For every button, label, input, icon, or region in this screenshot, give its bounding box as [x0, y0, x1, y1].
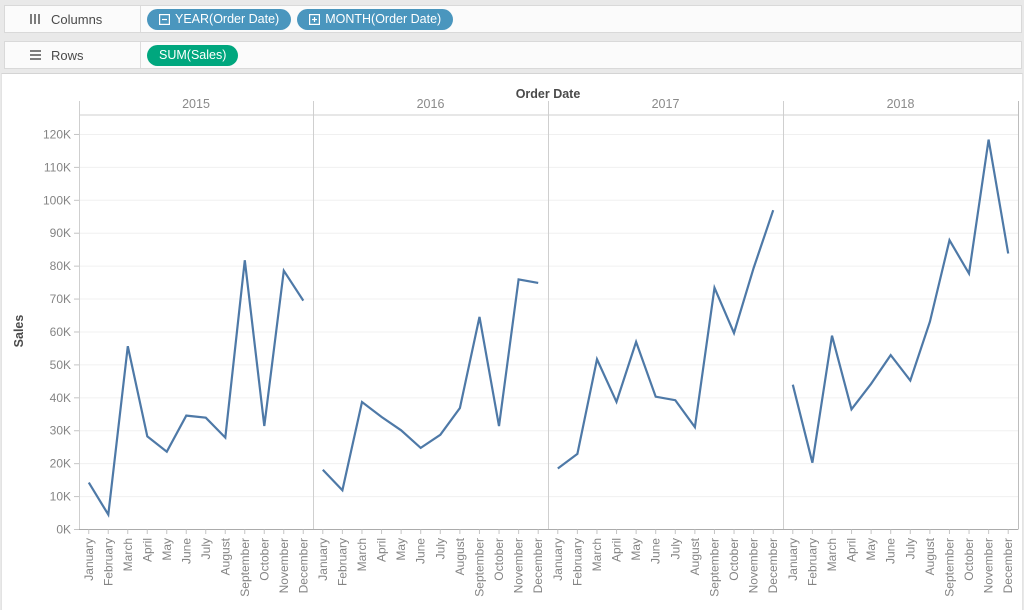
month-label[interactable]: May [394, 538, 408, 561]
month-label[interactable]: December [531, 538, 545, 593]
sales-line-2018[interactable] [791, 139, 1010, 463]
rows-shelf-header: Rows [5, 42, 141, 68]
columns-shelf-header: Columns [5, 6, 141, 32]
month-label[interactable]: February [570, 538, 584, 586]
month-label[interactable]: September [238, 538, 252, 597]
columns-shelf-label: Columns [51, 11, 103, 27]
month-label[interactable]: June [884, 538, 898, 564]
collapse-minus-icon[interactable] [159, 13, 170, 25]
month-label[interactable]: April [610, 538, 624, 562]
month-label[interactable]: March [590, 538, 604, 571]
chart-area [1, 73, 1023, 610]
month-label[interactable]: November [747, 538, 761, 593]
month-label[interactable]: June [414, 538, 428, 564]
month-label[interactable]: October [727, 538, 741, 581]
month-label[interactable]: February [335, 538, 349, 586]
month-label[interactable]: December [296, 538, 310, 593]
pill-month-order-date[interactable]: MONTH(Order Date) [297, 8, 454, 30]
rows-pill-area[interactable]: SUM(Sales) [141, 44, 239, 66]
sales-line-2017[interactable] [557, 209, 775, 470]
month-label[interactable]: February [101, 538, 115, 586]
month-label[interactable]: June [179, 538, 193, 564]
columns-shelf-icon [29, 13, 42, 25]
rows-shelf-icon [29, 49, 42, 61]
year-header[interactable]: 2015 [182, 97, 210, 111]
month-label[interactable]: August [688, 537, 702, 575]
month-label[interactable]: January [316, 538, 330, 581]
month-label[interactable]: May [160, 538, 174, 561]
month-label[interactable]: April [845, 538, 859, 562]
month-label[interactable]: September [472, 538, 486, 597]
rows-shelf-label: Rows [51, 47, 84, 63]
month-label[interactable]: March [355, 538, 369, 571]
month-label[interactable]: November [512, 538, 526, 593]
month-label[interactable]: July [668, 538, 682, 559]
pill-year-order-date[interactable]: YEAR(Order Date) [147, 8, 292, 30]
month-label[interactable]: July [433, 538, 447, 559]
columns-shelf[interactable]: Columns YEAR(Order Date) MONTH(Order Dat… [4, 5, 1022, 33]
month-label[interactable]: October [962, 538, 976, 581]
year-header[interactable]: 2017 [652, 97, 680, 111]
pill-sum-sales[interactable]: SUM(Sales) [147, 44, 239, 66]
month-label[interactable]: October [492, 538, 506, 581]
expand-plus-icon[interactable] [309, 13, 321, 25]
month-label[interactable]: March [825, 538, 839, 571]
month-label[interactable]: May [864, 538, 878, 561]
month-label[interactable]: September [707, 538, 721, 597]
rows-shelf[interactable]: Rows SUM(Sales) [4, 41, 1022, 69]
month-label[interactable]: January [551, 538, 565, 581]
month-label[interactable]: July [903, 538, 917, 559]
month-label[interactable]: December [1001, 538, 1015, 593]
month-label[interactable]: April [140, 538, 154, 562]
pill-label: YEAR(Order Date) [175, 12, 280, 26]
month-label[interactable]: July [199, 538, 213, 559]
month-label[interactable]: November [982, 538, 996, 593]
year-header[interactable]: 2016 [417, 97, 445, 111]
pill-label: SUM(Sales) [159, 48, 227, 62]
sales-line-2016[interactable] [322, 278, 539, 493]
month-label[interactable]: January [786, 538, 800, 581]
month-label[interactable]: March [121, 538, 135, 571]
month-label[interactable]: August [218, 537, 232, 575]
month-label[interactable]: April [375, 538, 389, 562]
month-label[interactable]: January [82, 538, 96, 581]
month-label[interactable]: May [629, 538, 643, 561]
month-label[interactable]: August [923, 537, 937, 575]
month-label[interactable]: June [649, 538, 663, 564]
month-label[interactable]: October [257, 538, 271, 581]
month-label[interactable]: February [805, 538, 819, 586]
pill-label: MONTH(Order Date) [325, 12, 442, 26]
year-header[interactable]: 2018 [887, 97, 915, 111]
month-label[interactable]: September [942, 538, 956, 597]
month-label[interactable]: December [766, 538, 780, 593]
month-label[interactable]: November [277, 538, 291, 593]
sales-line-2015[interactable] [87, 260, 305, 518]
month-label[interactable]: August [453, 537, 467, 575]
columns-pill-area[interactable]: YEAR(Order Date) MONTH(Order Date) [141, 8, 454, 30]
